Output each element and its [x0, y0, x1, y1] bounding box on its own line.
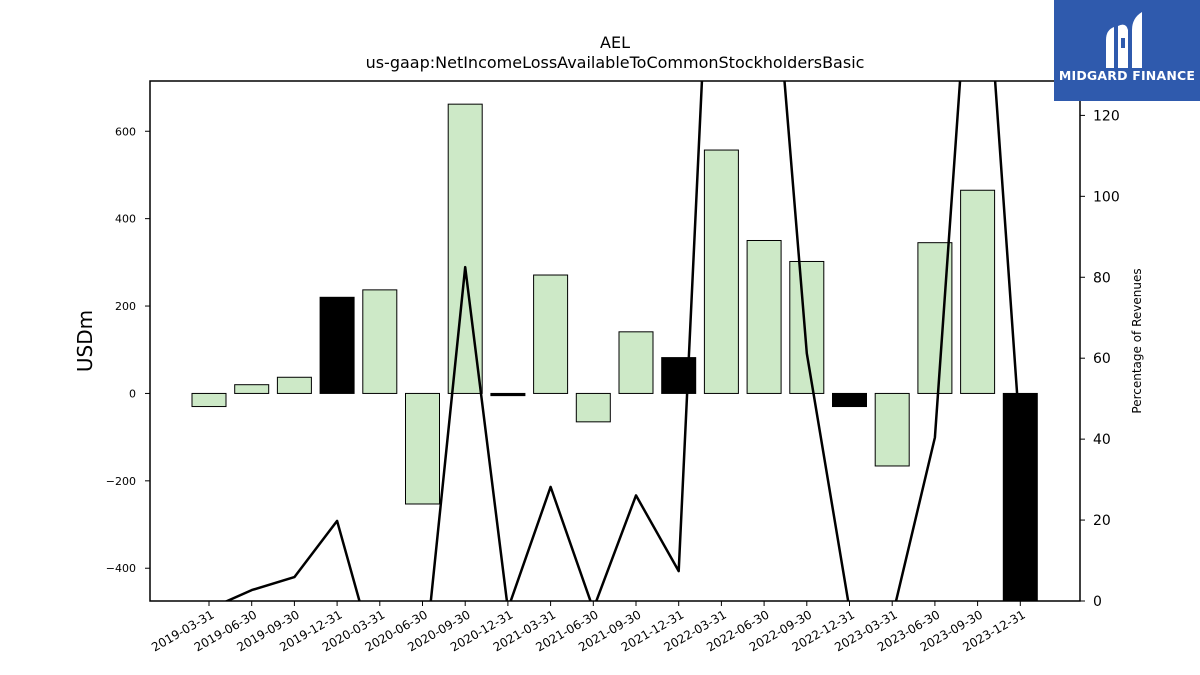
- right-tick-label: 100: [1093, 189, 1120, 205]
- bar-2022-09-30: [789, 260, 825, 394]
- bar-2022-03-31: [703, 149, 739, 394]
- bar-2020-06-30: [405, 392, 440, 505]
- left-tick-label: 400: [115, 213, 136, 226]
- bar-2019-06-30: [234, 384, 270, 394]
- left-tick-label: 200: [115, 300, 136, 313]
- midgard-m-icon: [1106, 12, 1142, 69]
- right-tick-label: 80: [1093, 270, 1111, 286]
- bar-2022-06-30: [746, 239, 782, 394]
- bar-2022-12-31: [832, 392, 867, 408]
- y2-axis-label: Percentage of Revenues: [1130, 268, 1144, 413]
- right-tick-label: 0: [1093, 594, 1102, 610]
- right-tick-label: 40: [1093, 432, 1111, 448]
- bar-2021-09-30: [618, 331, 654, 394]
- brand-logo: MIDGARD FINANCE: [1054, 0, 1200, 101]
- left-tick-label: 600: [115, 125, 136, 138]
- chart-subtitle: us-gaap:NetIncomeLossAvailableToCommonSt…: [365, 53, 865, 72]
- bar-2019-12-31: [319, 296, 355, 394]
- plot-frame: [149, 80, 1081, 602]
- line-group: [224, 81, 1022, 601]
- bar-2021-06-30: [575, 392, 611, 423]
- bar-2019-09-30: [276, 376, 312, 394]
- bar-2021-03-31: [533, 274, 569, 394]
- right-axis: 0 20 40 60 80 100 120: [1080, 108, 1120, 610]
- bar-2020-12-31: [490, 392, 526, 397]
- right-tick-label: 60: [1093, 351, 1111, 367]
- logo-text: MIDGARD FINANCE: [1058, 68, 1196, 83]
- bar-2020-09-30: [447, 103, 483, 394]
- bar-2023-09-30: [960, 189, 996, 394]
- bar-2023-03-31: [874, 392, 910, 467]
- left-tick-label: −400: [106, 562, 136, 575]
- y-axis-label: USDm: [73, 310, 97, 372]
- bar-2021-12-31: [661, 357, 697, 394]
- bars-group: [191, 103, 1038, 601]
- series-line-percentage-of-revenues: [224, 81, 1022, 601]
- right-tick-label: 20: [1093, 513, 1111, 529]
- chart-title: AEL: [600, 33, 630, 52]
- bar-2019-03-31: [191, 392, 227, 408]
- x-axis: 2019-03-312019-06-302019-09-302019-12-31…: [149, 601, 1028, 654]
- left-tick-label: 0: [129, 387, 136, 400]
- left-axis: −400 −200 0 200 400 600: [106, 125, 150, 575]
- bar-2020-03-31: [362, 289, 398, 394]
- right-tick-label: 120: [1093, 108, 1120, 124]
- left-tick-label: −200: [106, 475, 136, 488]
